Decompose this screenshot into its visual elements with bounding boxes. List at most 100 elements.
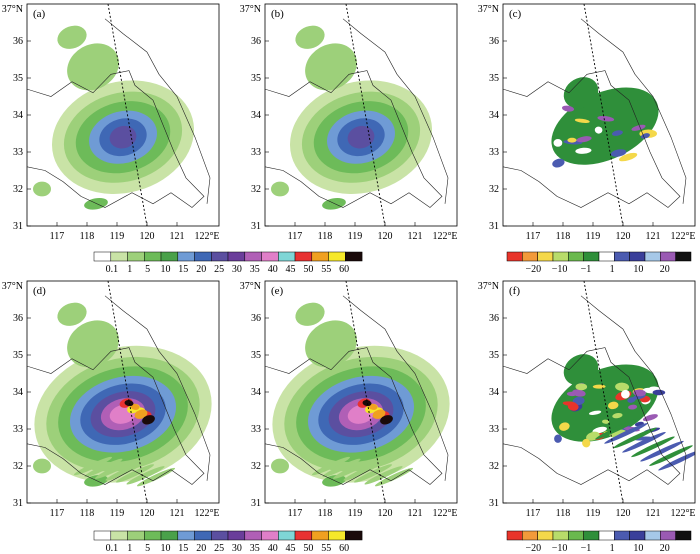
x-tick-label: 120 <box>616 508 631 519</box>
diff-speck <box>607 401 619 410</box>
diff-band <box>631 436 675 458</box>
legend-label: 10 <box>161 543 171 554</box>
legend-label: 25 <box>214 264 224 275</box>
x-last-label: 122°E <box>194 231 219 242</box>
y-tick-label: 33 <box>251 147 261 158</box>
diff-speck <box>619 152 638 162</box>
x-tick-label: 118 <box>318 231 333 242</box>
x-tick-label: 118 <box>556 508 571 519</box>
precip-contour <box>305 320 357 368</box>
legend-swatch <box>345 530 363 541</box>
legend-swatch <box>294 530 313 541</box>
diff-band <box>595 418 639 440</box>
diff-speck <box>658 148 671 153</box>
y-top-label: 37°N <box>2 4 23 15</box>
y-tick-label: 31 <box>251 221 261 232</box>
diff-speck <box>621 389 630 399</box>
y-tick-label: 33 <box>251 424 261 435</box>
x-tick-label: 118 <box>80 231 95 242</box>
legend-label: 10 <box>633 264 643 275</box>
diff-speck <box>572 396 585 406</box>
map-panel-a: (a) 31 32 33 34 35 36 37°N 117 118 119 120 121 122°E <box>2 3 220 242</box>
x-tick-label: 118 <box>556 231 571 242</box>
x-tick-label: 118 <box>318 508 333 519</box>
map-panel-f: (f) 31 32 33 34 35 36 37°N 117 118 119 120 121 122°E <box>478 280 696 519</box>
province-border <box>503 347 681 485</box>
legend-label: 35 <box>250 264 260 275</box>
y-tick-label: 33 <box>13 424 23 435</box>
diff-speck <box>615 382 630 392</box>
legend-swatch <box>144 251 162 262</box>
map-field <box>503 4 695 226</box>
coastline <box>342 295 449 481</box>
precip-core <box>368 403 378 410</box>
legend-swatch <box>177 530 195 541</box>
y-top-label: 37°N <box>240 281 261 292</box>
y-tick-label: 32 <box>251 184 261 195</box>
diff-speck <box>553 138 563 147</box>
diff-field <box>563 77 599 109</box>
legend-swatch <box>110 251 128 262</box>
x-tick-label: 121 <box>170 231 185 242</box>
precip-core <box>130 403 140 410</box>
cross-section-line <box>107 4 148 226</box>
legend-swatch <box>660 530 676 541</box>
map-panel-e: (e) 31 32 33 34 35 36 37°N 117 118 119 120 121 122°E <box>240 280 458 519</box>
x-tick-label: 119 <box>586 508 601 519</box>
legend-label: 45 <box>286 264 296 275</box>
map-panel-d: (d) 31 32 33 34 35 36 37°N 117 118 119 120 121 122°E <box>2 280 220 519</box>
x-tick-label: 119 <box>586 231 601 242</box>
map-panel-c: (c) 31 32 33 34 35 36 37°N 117 118 119 120 121 122°E <box>478 3 696 242</box>
y-tick-label: 34 <box>489 110 499 121</box>
precip-band <box>126 466 165 485</box>
precip-contour <box>33 458 51 474</box>
y-tick-label: 35 <box>13 73 23 84</box>
x-last-label: 122°E <box>194 508 219 519</box>
legend-label: 10 <box>161 264 171 275</box>
diff-speck <box>642 414 658 422</box>
precip-contour <box>57 25 87 49</box>
map-panel-b: (b) 31 32 33 34 35 36 37°N 117 118 119 120 121 122°E <box>240 3 458 242</box>
y-tick-label: 31 <box>489 498 499 509</box>
legend-swatch <box>598 251 615 262</box>
precip-band <box>311 456 351 476</box>
y-tick-label: 31 <box>251 498 261 509</box>
x-tick-label: 120 <box>140 231 155 242</box>
x-tick-label: 118 <box>80 508 95 519</box>
map-field <box>265 4 457 226</box>
legend-label: −10 <box>552 543 568 554</box>
precip-core <box>372 409 386 419</box>
legend-label: 55 <box>321 264 331 275</box>
diff-speck <box>575 383 588 391</box>
x-tick-label: 117 <box>50 231 65 242</box>
legend-label: 20 <box>196 543 206 554</box>
legend-label: 1 <box>610 264 615 275</box>
legend-label: 40 <box>268 264 278 275</box>
map-field <box>503 281 695 503</box>
panel-label: (a) <box>33 8 46 20</box>
legend-swatch <box>160 251 179 262</box>
legend-swatch <box>211 251 229 262</box>
legend-swatch <box>614 530 630 541</box>
legend-swatch <box>614 251 630 262</box>
precip-core <box>124 400 134 407</box>
legend-label: 40 <box>268 543 278 554</box>
diff-band <box>613 427 657 449</box>
legend-swatch <box>93 251 112 262</box>
legend-label: 50 <box>303 543 313 554</box>
diff-band <box>658 449 695 471</box>
x-last-label: 122°E <box>432 508 457 519</box>
x-last-label: 122°E <box>670 508 695 519</box>
diff-speck <box>554 434 562 443</box>
precip-band <box>343 462 382 481</box>
legend-swatch <box>328 251 346 262</box>
y-top-label: 37°N <box>478 281 499 292</box>
y-tick-label: 35 <box>489 350 499 361</box>
legend-swatch <box>244 530 262 541</box>
precip-band <box>332 460 372 479</box>
province-border <box>27 347 205 485</box>
y-tick-label: 36 <box>489 36 499 47</box>
legend-label: 60 <box>339 543 349 554</box>
legend-label: 1 <box>127 543 132 554</box>
